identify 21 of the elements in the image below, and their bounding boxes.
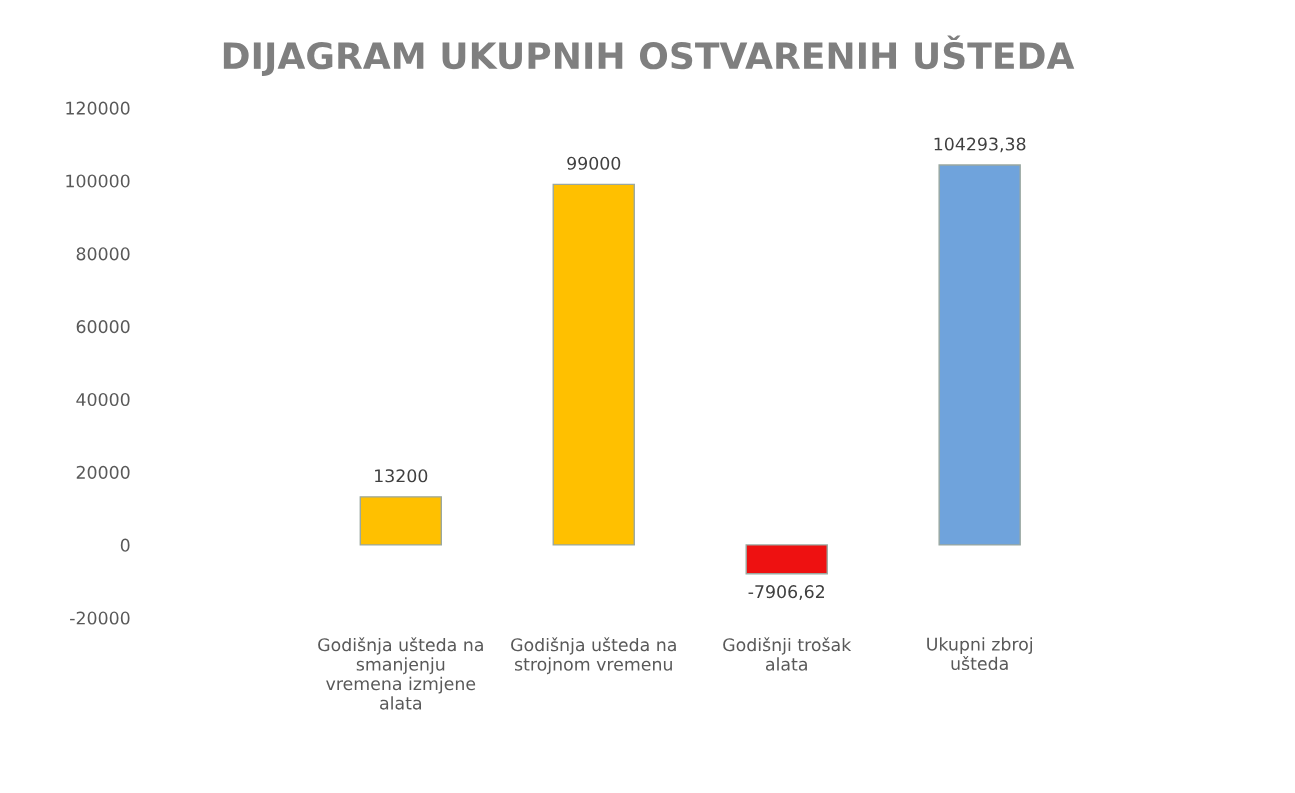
chart-title: DIJAGRAM UKUPNIH OSTVARENIH UŠTEDA — [223, 35, 1075, 77]
bar — [552, 183, 635, 546]
data-label: 13200 — [375, 469, 428, 483]
y-tick-label: 0 — [120, 538, 130, 552]
x-tick-label: Godišnja ušteda na strojnom vremenu — [511, 637, 676, 675]
data-label: 104293,38 — [934, 137, 1026, 153]
data-label: -7906,62 — [748, 585, 824, 601]
y-tick-label: 120000 — [66, 101, 130, 115]
x-tick-label: Godišnja ušteda na smanjenju vremena izmjene alata — [318, 637, 483, 710]
y-tick-label: 80000 — [76, 247, 130, 261]
y-tick-label: -20000 — [70, 611, 130, 625]
data-label: 99000 — [567, 156, 621, 170]
y-tick-label: 100000 — [66, 174, 130, 188]
bar — [745, 544, 828, 575]
x-tick-label: Ukupni zbroj ušteda — [927, 637, 1032, 671]
x-tick-label: Godišnji trošak alata — [723, 637, 852, 671]
bar — [359, 496, 443, 546]
y-tick-label: 40000 — [76, 392, 130, 407]
bar — [938, 164, 1021, 546]
y-tick-label: 20000 — [76, 465, 130, 479]
y-tick-label: 60000 — [76, 320, 130, 334]
